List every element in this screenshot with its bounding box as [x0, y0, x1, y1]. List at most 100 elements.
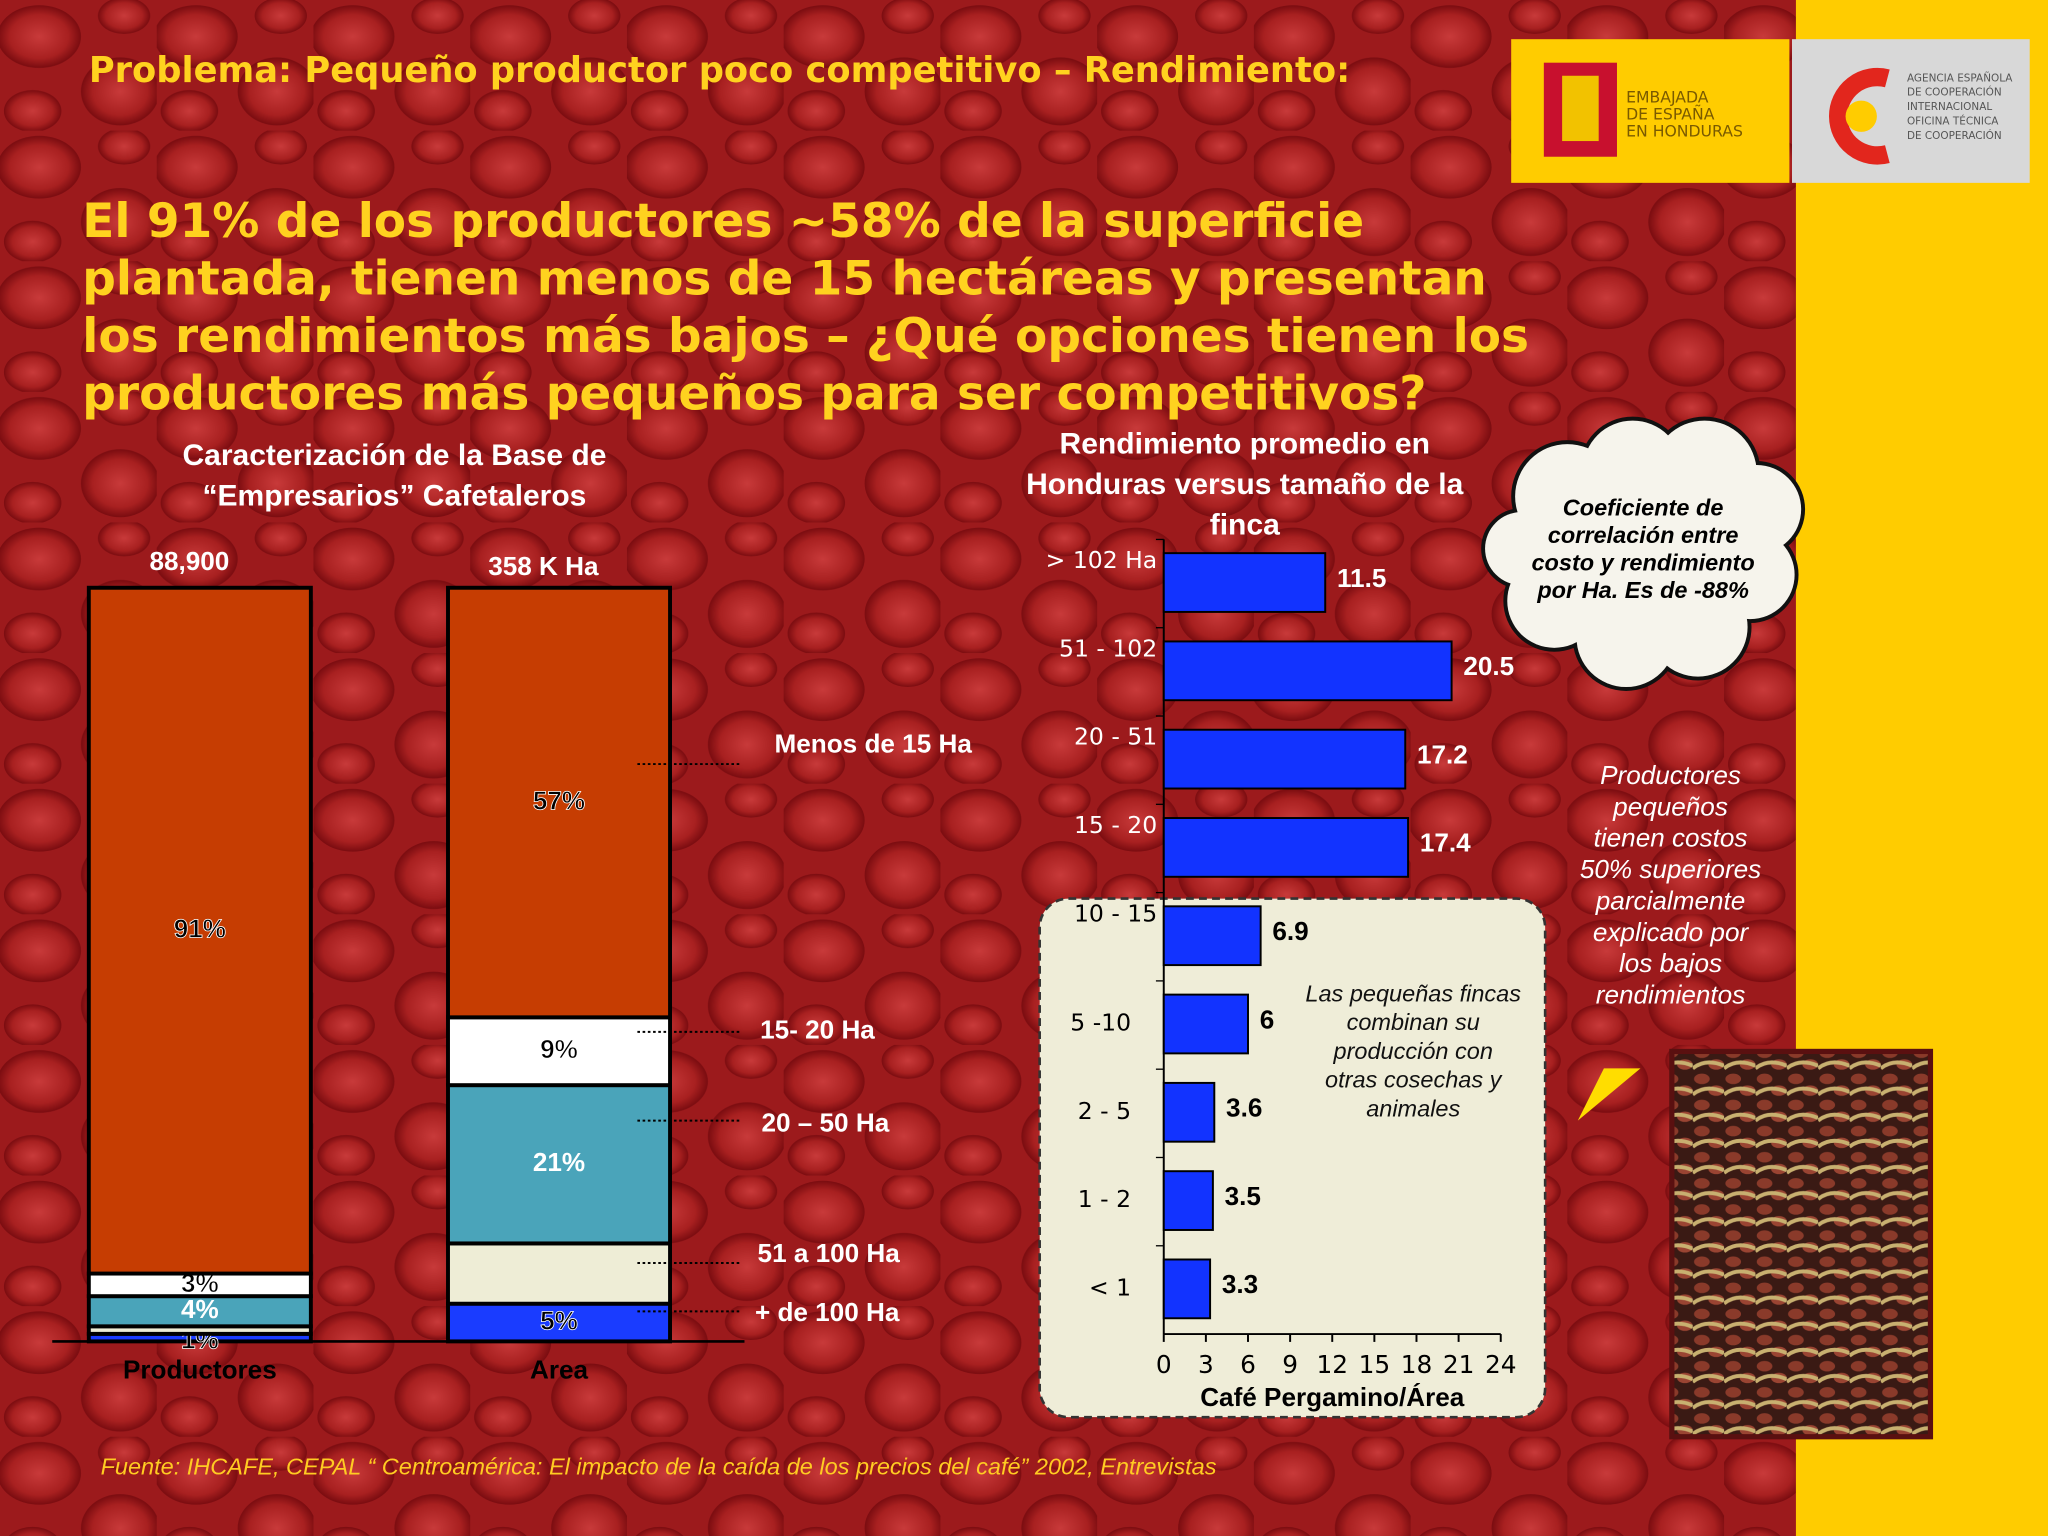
- value-label: 6: [1260, 1004, 1275, 1034]
- note-box: [1038, 897, 1547, 1419]
- value-label: 3.3: [1222, 1269, 1258, 1299]
- side-note: rendimientos: [1596, 979, 1745, 1009]
- legend-label: Menos de 15 Ha: [775, 729, 973, 759]
- side-note: pequeños: [1612, 791, 1728, 821]
- side-note: tienen costos: [1594, 823, 1748, 853]
- legend-label: 15- 20 Ha: [760, 1015, 875, 1045]
- logo-text: EMBAJADA: [1626, 87, 1709, 106]
- legend-label: 20 – 50 Ha: [761, 1107, 889, 1137]
- logo-text: INTERNACIONAL: [1907, 101, 1992, 113]
- value-label: 17.2: [1417, 739, 1468, 769]
- headline: plantada, tienen menos de 15 hectáreas y…: [82, 252, 1487, 307]
- value-label: 91%: [174, 914, 226, 944]
- bar: [1162, 640, 1453, 702]
- x-tick-label: 9: [1282, 1350, 1298, 1379]
- headline: El 91% de los productores ~58% de la sup…: [82, 194, 1364, 249]
- bar: [1162, 817, 1410, 878]
- bar: [1162, 552, 1327, 613]
- side-note: parcialmente: [1595, 885, 1745, 915]
- y-tick-label: < 1: [1089, 1273, 1131, 1301]
- chart-title: finca: [1210, 508, 1280, 541]
- x-tick-label: Productores: [123, 1354, 277, 1384]
- y-tick-label: 10 - 15: [1074, 899, 1157, 927]
- y-tick-label: 20 - 51: [1074, 723, 1157, 751]
- x-tick-label: 18: [1401, 1350, 1433, 1379]
- cloud-fill: [1485, 512, 1559, 586]
- bar: [1162, 1081, 1216, 1143]
- headline: productores más pequeños para ser compet…: [82, 367, 1426, 422]
- logo-text: DE COOPERACIÓN: [1907, 86, 2002, 99]
- total-label: 88,900: [149, 546, 229, 576]
- value-label: 3.6: [1226, 1093, 1262, 1123]
- y-tick-label: > 102 Ha: [1046, 546, 1158, 574]
- cloud-text: por Ha. Es de -88%: [1536, 577, 1749, 603]
- value-label: 21%: [533, 1147, 585, 1177]
- source: Fuente: IHCAFE, CEPAL “ Centroamérica: E…: [101, 1453, 1217, 1479]
- chart-title: Caracterización de la Base de: [182, 439, 606, 472]
- x-tick-label: 3: [1198, 1350, 1214, 1379]
- chart-title: Honduras versus tamaño de la: [1026, 468, 1464, 501]
- value-label: 20.5: [1463, 651, 1514, 681]
- bar-segment: [446, 585, 672, 1020]
- y-tick-label: 51 - 102: [1059, 634, 1157, 662]
- bar-segment: [86, 1294, 313, 1329]
- bar: [1162, 905, 1262, 967]
- x-tick-label: 24: [1485, 1350, 1517, 1379]
- bar: [1162, 1258, 1212, 1320]
- headline: los rendimientos más bajos – ¿Qué opcion…: [82, 309, 1529, 364]
- cloud-text: Coeficiente de: [1563, 495, 1724, 521]
- box-note: combinan su: [1347, 1009, 1480, 1035]
- bar: [1162, 1170, 1214, 1231]
- side-note: Productores: [1600, 760, 1741, 790]
- cloud: [1481, 416, 1806, 691]
- agency-dot: [1845, 100, 1877, 132]
- bar-segment: [446, 1015, 672, 1088]
- cloud-fill: [1554, 463, 1738, 647]
- coffee-photo: [1669, 1048, 1934, 1440]
- y-tick-label: 2 - 5: [1078, 1097, 1131, 1125]
- x-axis-label: Café Pergamino/Área: [1200, 1382, 1465, 1412]
- logo-text: EN HONDURAS: [1626, 121, 1743, 140]
- side-note: 50% superiores: [1580, 854, 1761, 884]
- value-label: 5%: [540, 1305, 578, 1335]
- box-note: producción con: [1333, 1038, 1493, 1064]
- x-tick-label: 15: [1359, 1350, 1391, 1379]
- agency-mark: [1829, 67, 1890, 165]
- box-note: Las pequeñas fincas: [1305, 980, 1521, 1006]
- value-label: 57%: [533, 785, 585, 815]
- bar-segment: [446, 1083, 672, 1246]
- x-tick-label: 0: [1156, 1350, 1172, 1379]
- value-label: 9%: [540, 1034, 578, 1064]
- value-label: 3.5: [1225, 1181, 1261, 1211]
- x-tick-label: Area: [530, 1354, 589, 1384]
- value-label: 6.9: [1272, 916, 1308, 946]
- value-label: 17.4: [1420, 828, 1471, 858]
- value-label: 11.5: [1337, 563, 1386, 593]
- box-note: animales: [1366, 1095, 1460, 1121]
- y-tick-label: 1 - 2: [1078, 1185, 1131, 1213]
- legend-label: + de 100 Ha: [755, 1297, 900, 1327]
- cloud-text: correlación entre: [1548, 522, 1739, 548]
- bar-segment: [86, 585, 313, 1276]
- y-tick-label: 15 - 20: [1074, 811, 1157, 839]
- logo-text: OFICINA TÉCNICA: [1907, 114, 1999, 127]
- cloud-text: costo y rendimiento: [1531, 549, 1754, 575]
- bar: [1162, 728, 1407, 790]
- value-label: 4%: [181, 1294, 219, 1324]
- side-note: explicado por: [1593, 917, 1750, 947]
- x-tick-label: 21: [1443, 1350, 1475, 1379]
- chart-title: “Empresarios” Cafetaleros: [202, 480, 586, 513]
- x-tick-label: 6: [1240, 1350, 1256, 1379]
- box-note: otras cosechas y: [1325, 1067, 1503, 1093]
- x-tick-label: 12: [1316, 1350, 1348, 1379]
- side-note: los bajos: [1619, 948, 1722, 978]
- legend-label: 51 a 100 Ha: [758, 1238, 901, 1268]
- total-label: 358 K Ha: [488, 551, 599, 581]
- y-tick-label: 5 -10: [1070, 1009, 1131, 1037]
- bar: [1162, 993, 1249, 1055]
- chart-title: Rendimiento promedio en: [1060, 427, 1430, 460]
- header: Problema: Pequeño productor poco competi…: [89, 50, 1350, 91]
- cloud-fill: [1712, 464, 1802, 554]
- bar-segment: [446, 1301, 672, 1344]
